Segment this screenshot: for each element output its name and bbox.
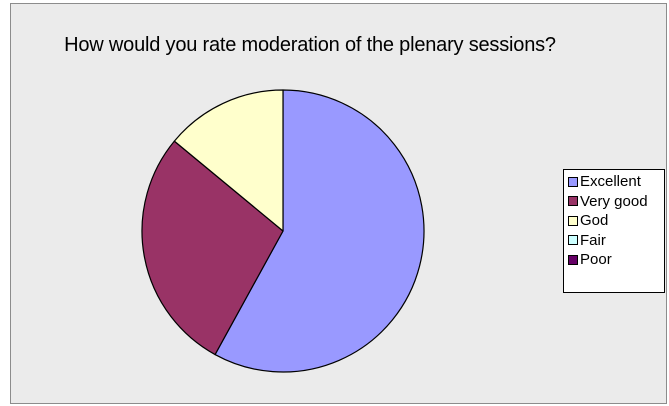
- legend-swatch-god: [568, 215, 578, 226]
- legend-label-excellent: Excellent: [580, 173, 641, 191]
- pie-slice-very-good: [141, 140, 284, 356]
- legend-item-poor: Poor: [568, 250, 664, 270]
- legend-swatch-fair: [568, 235, 578, 246]
- legend-label-very-good: Very good: [580, 192, 648, 210]
- legend: Excellent Very good God Fair Poor: [563, 169, 665, 293]
- legend-item-excellent: Excellent: [568, 172, 664, 192]
- legend-swatch-very-good: [568, 196, 578, 207]
- legend-swatch-excellent: [568, 176, 578, 187]
- legend-item-very-good: Very good: [568, 192, 664, 212]
- legend-item-fair: Fair: [568, 231, 664, 251]
- legend-label-god: God: [580, 212, 609, 230]
- pie-slice-excellent: [214, 89, 425, 373]
- chart-title: How would you rate moderation of the ple…: [64, 34, 556, 56]
- legend-label-poor: Poor: [580, 251, 612, 269]
- legend-swatch-poor: [568, 254, 578, 265]
- pie-slice-god: [173, 89, 284, 232]
- legend-label-fair: Fair: [580, 231, 606, 249]
- legend-item-god: God: [568, 211, 664, 231]
